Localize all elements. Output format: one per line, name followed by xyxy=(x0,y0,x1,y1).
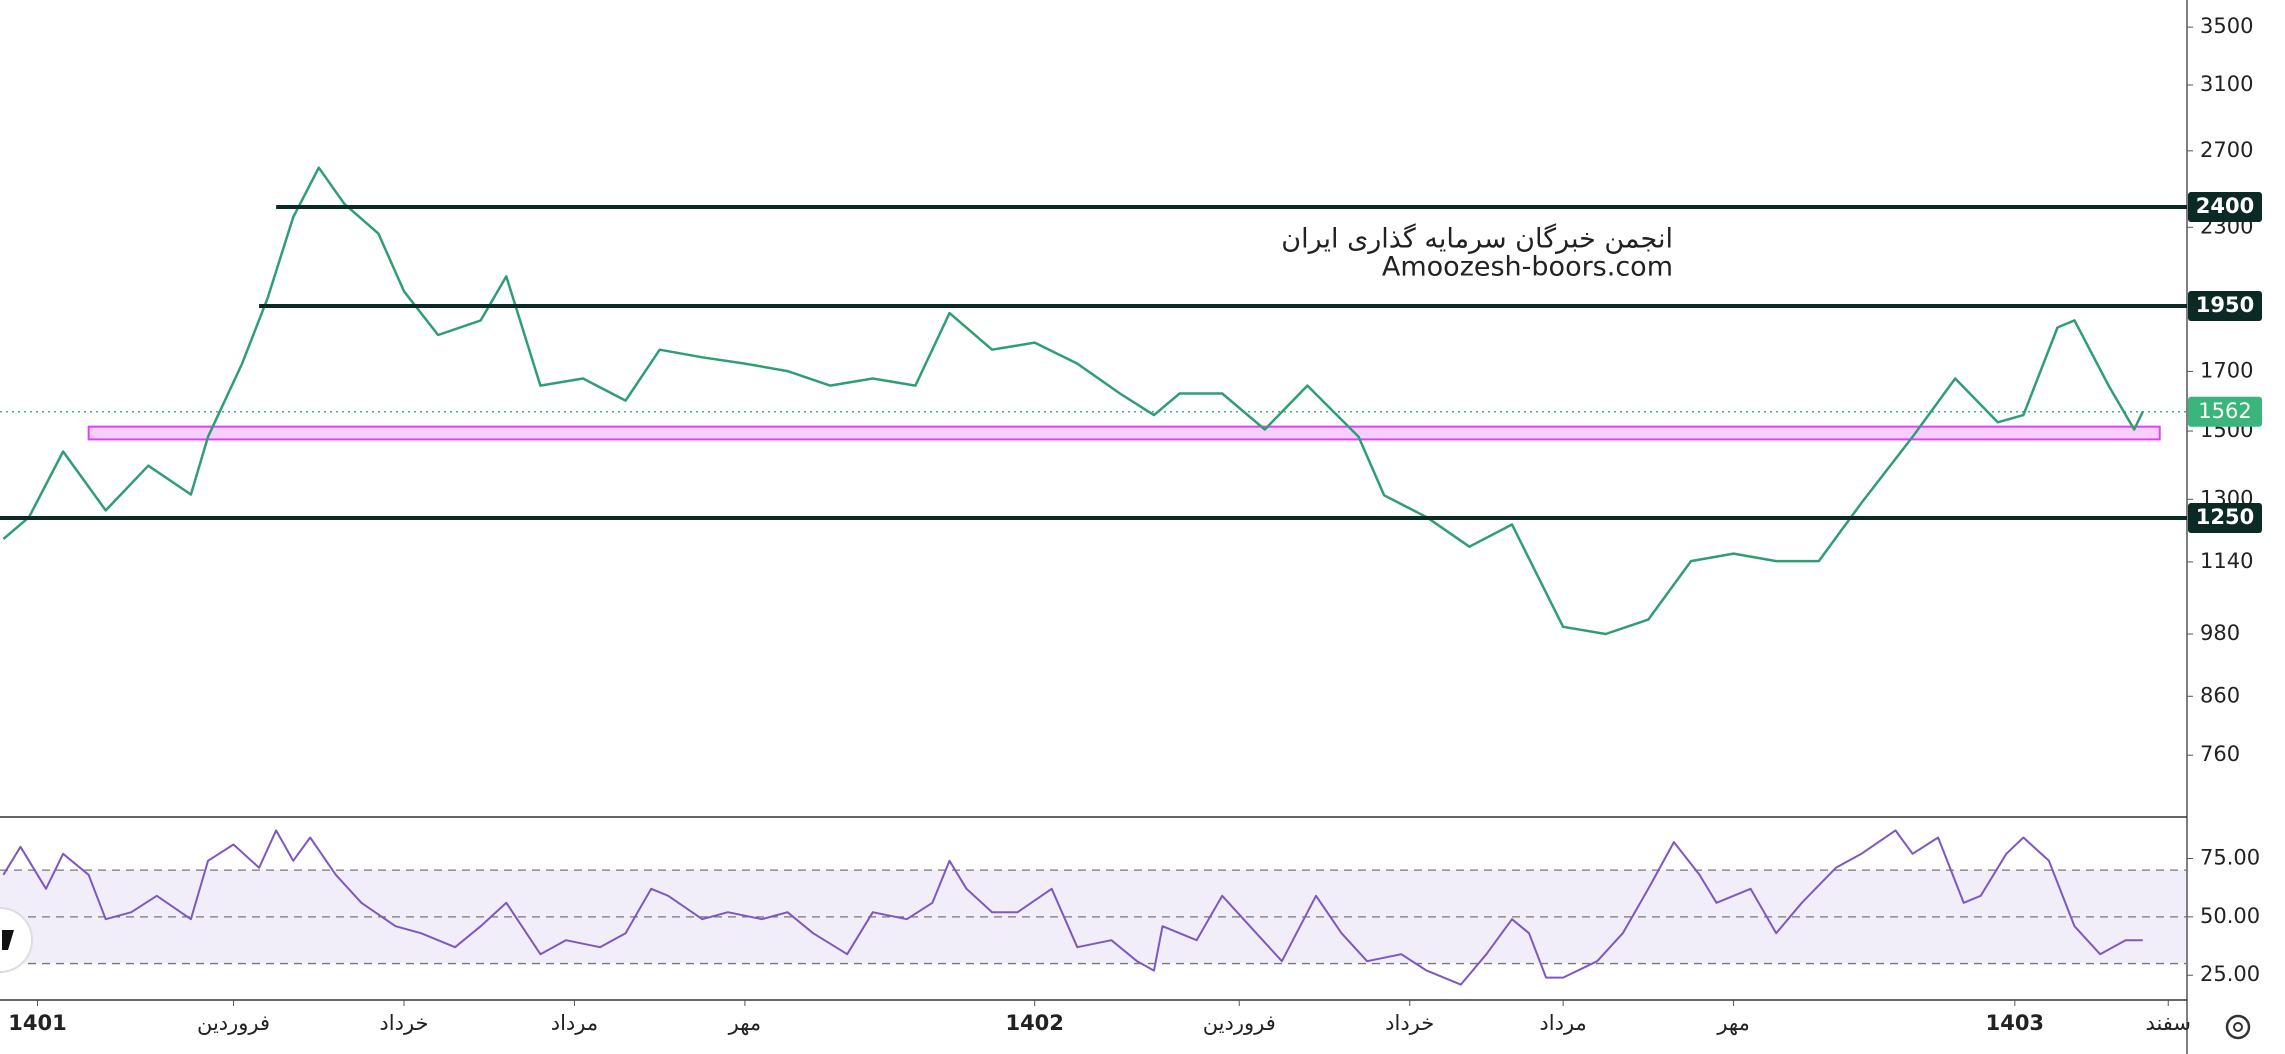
watermark: Amoozesh-boors.com xyxy=(1382,252,1673,283)
level-label-bg xyxy=(2188,192,2262,223)
last-price-label: 1562 xyxy=(2198,399,2251,423)
x-tick-label: 1402 xyxy=(1005,1011,1063,1035)
x-tick-label: مرداد xyxy=(551,1011,598,1035)
y-tick-label: 860 xyxy=(2200,683,2240,707)
x-tick-label: مهر xyxy=(1716,1011,1750,1035)
level-label: 1950 xyxy=(2196,293,2254,317)
y-tick-label: 50.00 xyxy=(2200,904,2260,928)
settings-ring[interactable] xyxy=(2225,1014,2251,1040)
x-tick-label: خرداد xyxy=(379,1011,428,1035)
y-tick-label: 980 xyxy=(2200,621,2240,645)
watermark: انجمن خبرگان سرمایه گذاری ایران xyxy=(1281,223,1673,255)
y-tick-label: 75.00 xyxy=(2200,845,2260,869)
y-tick-label: 1700 xyxy=(2200,358,2253,382)
x-tick-label: 1401 xyxy=(8,1011,66,1035)
y-tick-label: 760 xyxy=(2200,742,2240,766)
settings-core[interactable] xyxy=(2233,1022,2243,1032)
logo-mark[interactable] xyxy=(2,930,14,950)
rsi-line xyxy=(2,829,2143,986)
y-tick-label: 3100 xyxy=(2200,72,2253,96)
x-tick-label: 1403 xyxy=(1986,1011,2044,1035)
logo[interactable] xyxy=(0,907,33,973)
y-tick-label: 25.00 xyxy=(2200,962,2260,986)
price-line xyxy=(2,166,2144,636)
settings-icon[interactable] xyxy=(2225,1014,2251,1040)
x-tick-label: خرداد xyxy=(1385,1011,1434,1035)
x-tick-label: فروردین xyxy=(197,1011,270,1035)
level-label: 2400 xyxy=(2196,194,2254,218)
logo-circle[interactable] xyxy=(0,907,33,973)
x-tick-label: مرداد xyxy=(1539,1011,1586,1035)
x-tick-label: فروردین xyxy=(1203,1011,1276,1035)
y-tick-label: 1140 xyxy=(2200,549,2253,573)
level-label-bg xyxy=(2188,290,2262,321)
last-price-bg xyxy=(2188,396,2262,427)
level-label-bg xyxy=(2188,502,2262,533)
y-tick-label: 2700 xyxy=(2200,138,2253,162)
level-label: 1250 xyxy=(2196,505,2254,529)
support-zone xyxy=(87,425,2161,441)
x-tick-label: سفند xyxy=(2145,1011,2191,1035)
y-tick-label: 3500 xyxy=(2200,14,2253,38)
x-tick-label: مهر xyxy=(728,1011,762,1035)
